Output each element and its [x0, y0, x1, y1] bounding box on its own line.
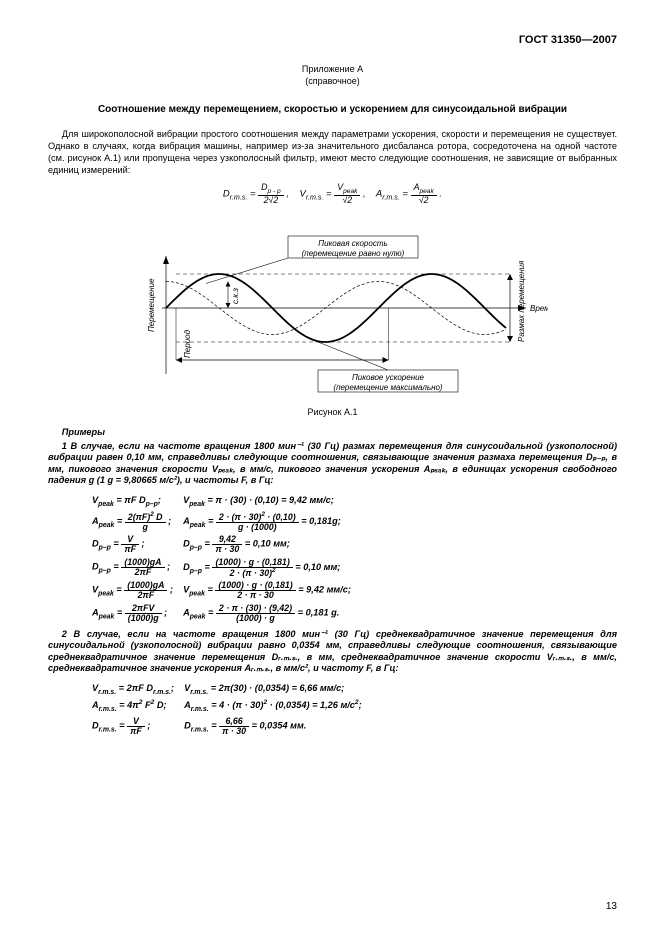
svg-text:Время: Время — [530, 304, 548, 313]
page-number: 13 — [606, 901, 617, 912]
example-2-text: 2 В случае, если на частоте вращения 180… — [48, 629, 617, 675]
appendix-note: (справочное) — [48, 76, 617, 86]
appendix-label: Приложение А — [48, 64, 617, 74]
svg-text:с.к.з: с.к.з — [231, 288, 240, 304]
svg-text:Размах перемещения: Размах перемещения — [517, 260, 526, 342]
figure-caption: Рисунок A.1 — [48, 407, 617, 417]
example-1-text: 1 В случае, если на частоте вращения 180… — [48, 441, 617, 487]
doc-id: ГОСТ 31350—2007 — [48, 34, 617, 46]
svg-text:(перемещение равно нулю): (перемещение равно нулю) — [301, 249, 404, 258]
svg-text:Пиковое ускорение: Пиковое ускорение — [351, 373, 424, 382]
section-title: Соотношение между перемещением, скорость… — [48, 104, 617, 115]
figure-a1: Пиковая скорость(перемещение равно нулю)… — [118, 215, 548, 401]
equations-1: Vpeak = πF Dp–p;Vpeak = π · (30) · (0,10… — [92, 493, 361, 625]
svg-text:Перемещение: Перемещение — [147, 278, 156, 332]
svg-text:Период: Период — [183, 329, 192, 358]
main-formula: Dr.m.s. = Dp - p2√2 , Vr.m.s. = Vpeak√2 … — [48, 183, 617, 205]
intro-paragraph: Для широкополосной вибрации простого соо… — [48, 129, 617, 177]
equations-2: Vr.m.s. = 2πF Dr.m.s.;Vr.m.s. = 2π(30) ·… — [92, 681, 372, 738]
examples-heading: Примеры — [48, 427, 617, 437]
svg-text:Пиковая скорость: Пиковая скорость — [318, 239, 387, 248]
svg-text:(перемещение максимально): (перемещение максимально) — [333, 383, 443, 392]
